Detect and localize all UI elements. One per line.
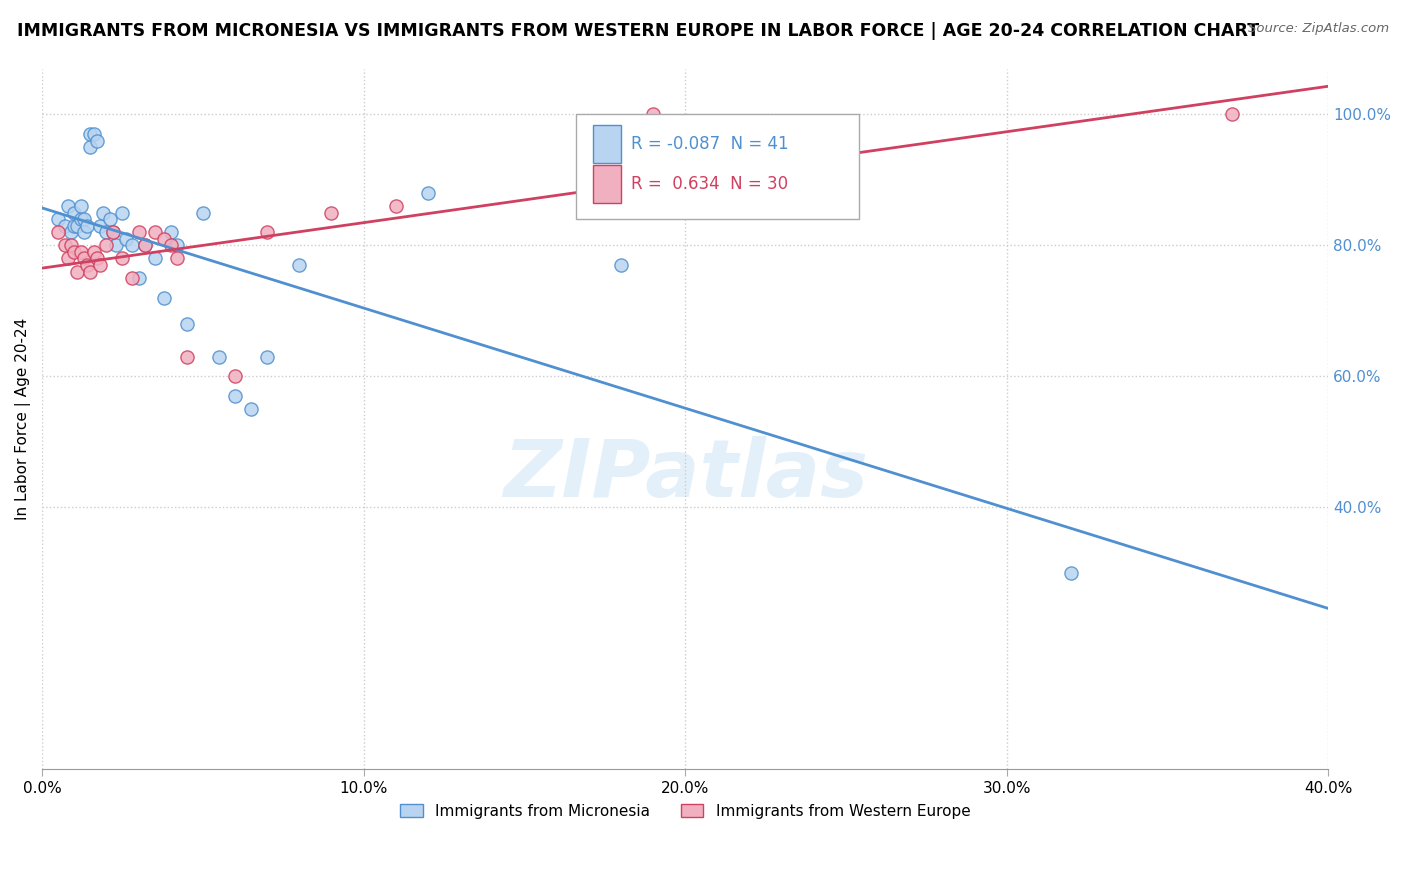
Text: IMMIGRANTS FROM MICRONESIA VS IMMIGRANTS FROM WESTERN EUROPE IN LABOR FORCE | AG: IMMIGRANTS FROM MICRONESIA VS IMMIGRANTS…: [17, 22, 1258, 40]
Point: [208, 350, 231, 364]
Point: [63, 205, 86, 219]
Point: [176, 317, 198, 331]
Point: [143, 225, 166, 239]
Point: [96, 225, 118, 239]
Text: ZIPatlas: ZIPatlas: [502, 436, 868, 514]
Text: R = -0.087  N = 41: R = -0.087 N = 41: [631, 136, 789, 153]
Point: [63, 219, 86, 233]
Point: [105, 238, 128, 252]
Point: [159, 225, 181, 239]
Y-axis label: In Labor Force | Age 20-24: In Labor Force | Age 20-24: [15, 318, 31, 520]
Point: [79, 140, 101, 154]
Point: [69, 212, 91, 227]
Point: [224, 389, 246, 403]
Point: [256, 225, 278, 239]
Point: [166, 252, 188, 266]
Point: [384, 199, 406, 213]
Point: [610, 258, 633, 272]
Point: [46, 212, 69, 227]
Text: R =  0.634  N = 30: R = 0.634 N = 30: [631, 175, 789, 194]
Point: [73, 212, 96, 227]
Point: [98, 212, 121, 227]
Point: [101, 225, 124, 239]
Point: [69, 244, 91, 259]
Point: [53, 219, 76, 233]
Point: [60, 238, 83, 252]
Point: [76, 258, 98, 272]
Point: [143, 252, 166, 266]
Point: [79, 264, 101, 278]
Point: [159, 238, 181, 252]
Legend: Immigrants from Micronesia, Immigrants from Western Europe: Immigrants from Micronesia, Immigrants f…: [394, 797, 977, 825]
Point: [63, 244, 86, 259]
Point: [91, 205, 114, 219]
Bar: [592, 125, 621, 163]
Point: [1060, 566, 1083, 580]
Point: [73, 252, 96, 266]
Point: [83, 127, 105, 141]
Point: [111, 205, 134, 219]
Point: [69, 199, 91, 213]
Point: [153, 232, 176, 246]
Point: [111, 252, 134, 266]
Point: [153, 291, 176, 305]
Point: [240, 402, 263, 417]
Point: [56, 199, 79, 213]
Point: [86, 252, 108, 266]
Point: [76, 219, 98, 233]
Point: [321, 205, 343, 219]
Point: [134, 238, 156, 252]
Point: [56, 252, 79, 266]
Point: [176, 350, 198, 364]
Point: [288, 258, 311, 272]
Point: [83, 244, 105, 259]
Point: [128, 271, 150, 285]
Point: [641, 107, 664, 121]
Point: [191, 205, 214, 219]
Point: [73, 225, 96, 239]
Text: Source: ZipAtlas.com: Source: ZipAtlas.com: [1249, 22, 1389, 36]
Point: [134, 238, 156, 252]
Point: [1220, 107, 1243, 121]
Point: [416, 186, 439, 200]
FancyBboxPatch shape: [576, 114, 859, 219]
Point: [79, 127, 101, 141]
Point: [46, 225, 69, 239]
Point: [101, 225, 124, 239]
Point: [89, 219, 111, 233]
Point: [96, 238, 118, 252]
Point: [60, 225, 83, 239]
Point: [166, 238, 188, 252]
Point: [121, 238, 143, 252]
Point: [121, 271, 143, 285]
Point: [114, 232, 136, 246]
Point: [53, 238, 76, 252]
Point: [86, 134, 108, 148]
Point: [89, 258, 111, 272]
Point: [256, 350, 278, 364]
Point: [128, 225, 150, 239]
Point: [66, 264, 89, 278]
Point: [224, 369, 246, 384]
Point: [66, 219, 89, 233]
Bar: [592, 165, 621, 203]
